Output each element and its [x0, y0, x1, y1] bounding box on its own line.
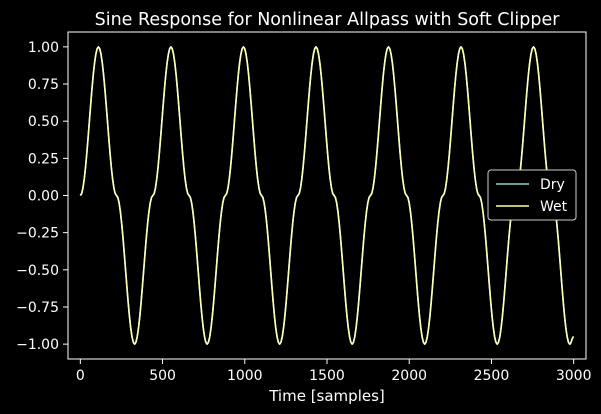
y-tick-label: 1.00	[28, 40, 59, 56]
y-tick-label: 0.25	[28, 151, 59, 167]
y-tick-label: 0.00	[28, 189, 59, 205]
x-tick-label: 2000	[391, 368, 427, 384]
x-tick-label: 2500	[474, 368, 510, 384]
chart-title: Sine Response for Nonlinear Allpass with…	[95, 10, 561, 30]
x-tick-label: 500	[149, 368, 176, 384]
legend: Dry Wet	[487, 169, 577, 221]
y-tick-label: 0.50	[28, 114, 59, 130]
plot-area: 0 500 1000 1500 2000 2500 3000 1.00 0.75 0.50 0.25…	[16, 31, 592, 384]
y-tick-label: −0.25	[16, 226, 59, 242]
y-tick-label: 0.75	[28, 77, 59, 93]
legend-box	[487, 169, 577, 221]
legend-label-wet: Wet	[540, 199, 568, 215]
x-tick-label: 1500	[309, 368, 345, 384]
legend-label-dry: Dry	[540, 177, 565, 193]
y-tick-label: −0.75	[16, 300, 59, 316]
x-tick-label: 1000	[227, 368, 263, 384]
series-line-wet	[79, 46, 575, 345]
y-tick-label: −0.50	[16, 263, 59, 279]
x-axis-title: Time [samples]	[268, 387, 385, 405]
y-tick-label: −1.00	[16, 337, 59, 353]
x-tick-label: 0	[76, 368, 85, 384]
x-tick-label: 3000	[556, 368, 592, 384]
